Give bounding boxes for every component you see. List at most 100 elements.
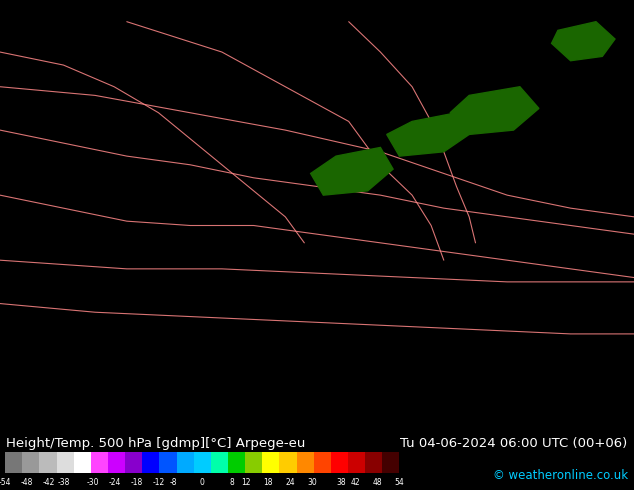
Text: 15: 15 xyxy=(593,29,607,39)
Text: 14: 14 xyxy=(467,386,481,396)
Text: 17: 17 xyxy=(205,394,220,404)
Text: 15: 15 xyxy=(11,326,26,337)
Text: 17: 17 xyxy=(429,250,444,260)
Text: 16: 16 xyxy=(123,335,138,345)
Text: 16: 16 xyxy=(616,275,630,286)
Text: 17: 17 xyxy=(623,275,634,286)
Text: 15: 15 xyxy=(526,12,541,22)
Text: 17: 17 xyxy=(370,148,384,158)
Text: 18: 18 xyxy=(317,12,332,22)
Text: 16: 16 xyxy=(0,208,11,218)
Text: 14: 14 xyxy=(101,173,115,184)
Text: 15: 15 xyxy=(422,335,436,345)
Text: 17: 17 xyxy=(257,403,272,413)
Text: 17: 17 xyxy=(153,343,167,353)
Text: 18: 18 xyxy=(138,46,153,56)
Text: 17: 17 xyxy=(578,284,593,294)
Text: 18: 18 xyxy=(138,3,153,14)
Text: 16: 16 xyxy=(265,386,280,396)
Text: 18: 18 xyxy=(467,173,481,184)
Text: 14: 14 xyxy=(190,233,205,243)
Text: 16: 16 xyxy=(79,361,93,370)
Text: 15: 15 xyxy=(564,318,578,328)
Text: 16: 16 xyxy=(27,191,41,200)
Text: 16: 16 xyxy=(340,157,354,167)
Text: 14: 14 xyxy=(205,182,220,192)
Text: 17: 17 xyxy=(623,242,634,251)
Text: 17: 17 xyxy=(548,216,563,226)
Text: 17: 17 xyxy=(168,352,183,362)
Text: 15: 15 xyxy=(616,29,630,39)
Text: 16: 16 xyxy=(250,72,264,82)
Text: 15: 15 xyxy=(489,326,503,337)
Text: 15: 15 xyxy=(571,12,585,22)
Text: 17: 17 xyxy=(496,89,511,98)
Text: 14: 14 xyxy=(235,182,250,192)
Text: 16: 16 xyxy=(265,326,280,337)
Text: 16: 16 xyxy=(586,55,600,65)
Text: 15: 15 xyxy=(34,361,48,370)
Text: 16: 16 xyxy=(310,173,324,184)
Text: 17: 17 xyxy=(451,89,466,98)
Text: 15: 15 xyxy=(11,275,26,286)
Text: 16: 16 xyxy=(340,301,354,311)
Text: 17: 17 xyxy=(481,250,496,260)
Text: 17: 17 xyxy=(250,403,264,413)
Text: 14: 14 xyxy=(213,165,228,175)
Text: 17: 17 xyxy=(422,242,436,251)
Text: 14: 14 xyxy=(116,208,131,218)
Text: 15: 15 xyxy=(534,29,548,39)
Text: 15: 15 xyxy=(608,352,623,362)
Text: 17: 17 xyxy=(593,233,608,243)
Text: 17: 17 xyxy=(444,89,458,98)
Text: 15: 15 xyxy=(235,106,250,116)
Text: 16: 16 xyxy=(153,114,167,124)
Text: 15: 15 xyxy=(49,318,63,328)
Text: 17: 17 xyxy=(392,38,406,48)
Text: 17: 17 xyxy=(153,403,167,413)
Text: 17: 17 xyxy=(176,80,190,90)
Text: 17: 17 xyxy=(429,216,444,226)
Text: 16: 16 xyxy=(86,343,100,353)
Text: 14: 14 xyxy=(0,394,11,404)
Text: 16: 16 xyxy=(71,361,86,370)
Text: 15: 15 xyxy=(384,284,399,294)
Text: 17: 17 xyxy=(71,80,86,90)
Text: 17: 17 xyxy=(228,386,242,396)
Text: 17: 17 xyxy=(616,310,630,319)
Text: 17: 17 xyxy=(593,224,608,235)
Text: 15: 15 xyxy=(257,216,272,226)
Text: 14: 14 xyxy=(362,420,377,430)
Text: 15: 15 xyxy=(295,267,309,277)
Text: 18: 18 xyxy=(213,412,227,421)
Text: 15: 15 xyxy=(71,293,86,302)
Text: 16: 16 xyxy=(310,114,324,124)
Text: 16: 16 xyxy=(503,293,518,302)
Text: 16: 16 xyxy=(257,89,272,98)
Text: 17: 17 xyxy=(578,242,593,251)
Text: 17: 17 xyxy=(436,224,451,235)
Text: 17: 17 xyxy=(526,131,541,141)
Text: 16: 16 xyxy=(534,80,548,90)
Text: 17: 17 xyxy=(250,394,264,404)
Text: 17: 17 xyxy=(220,343,235,353)
Text: 14: 14 xyxy=(429,394,444,404)
Text: 15: 15 xyxy=(616,72,630,82)
Text: 15: 15 xyxy=(220,267,235,277)
Text: 17: 17 xyxy=(481,72,496,82)
Text: 17: 17 xyxy=(459,191,474,200)
Text: 18: 18 xyxy=(49,72,63,82)
Text: 15: 15 xyxy=(250,250,264,260)
Text: 14: 14 xyxy=(168,140,183,149)
Text: 17: 17 xyxy=(108,63,123,73)
Text: 17: 17 xyxy=(392,148,406,158)
Text: 14: 14 xyxy=(496,403,511,413)
Text: 17: 17 xyxy=(287,89,302,98)
Text: 17: 17 xyxy=(354,3,369,14)
Text: 15: 15 xyxy=(27,310,41,319)
Text: 14: 14 xyxy=(116,224,131,235)
Text: 17: 17 xyxy=(370,46,384,56)
Text: 17: 17 xyxy=(265,80,280,90)
Text: 18: 18 xyxy=(116,46,131,56)
Text: 17: 17 xyxy=(205,420,220,430)
